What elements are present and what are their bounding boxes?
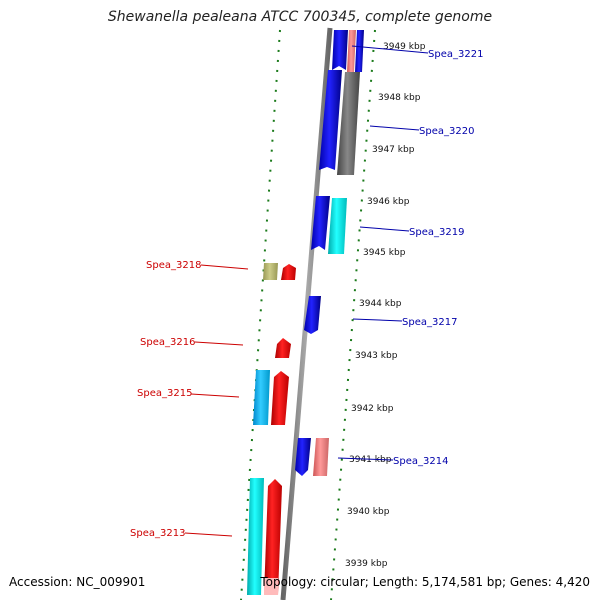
leader-line	[190, 393, 240, 398]
gene-label-spea-3220[interactable]: Spea_3220	[419, 126, 474, 137]
leader-line	[184, 532, 233, 537]
gene-spea-3216[interactable]	[275, 338, 291, 358]
kbp-label: 3946 kbp	[367, 197, 410, 207]
gene-spea-3213[interactable]	[264, 479, 282, 595]
gene-spea-3219-neighbor[interactable]	[328, 198, 347, 254]
gene-spea-3221-neighbor-b[interactable]	[355, 30, 364, 72]
accession-label: Accession: NC_009901	[9, 575, 146, 589]
gene-label-spea-3218[interactable]: Spea_3218	[146, 260, 201, 271]
gene-label-spea-3217[interactable]: Spea_3217	[402, 317, 457, 328]
leader-line	[337, 457, 394, 461]
kbp-label: 3940 kbp	[347, 507, 390, 517]
gene-label-spea-3213[interactable]: Spea_3213	[130, 528, 185, 539]
leader-line	[369, 125, 420, 131]
gene-spea-3214[interactable]	[295, 438, 311, 476]
forward-genes	[295, 30, 364, 476]
kbp-label: 3942 kbp	[351, 404, 394, 414]
gene-spea-3214-neighbor[interactable]	[313, 438, 329, 476]
gene-spea-3215[interactable]	[271, 371, 289, 425]
kbp-label: 3947 kbp	[372, 145, 415, 155]
gene-spea-3219[interactable]	[311, 196, 330, 250]
kbp-scale: 3949 kbp 3948 kbp 3947 kbp 3946 kbp 3945…	[345, 42, 426, 569]
gene-spea-3221[interactable]	[332, 30, 348, 70]
gene-label-spea-3219[interactable]: Spea_3219	[409, 227, 464, 238]
gene-label-spea-3216[interactable]: Spea_3216	[140, 337, 195, 348]
genome-summary: Topology: circular; Length: 5,174,581 bp…	[260, 575, 590, 589]
reverse-genes	[247, 263, 296, 595]
reverse-gene-labels: Spea_3218 Spea_3216 Spea_3215 Spea_3213	[130, 260, 249, 539]
leader-line	[194, 341, 244, 346]
leader-line	[351, 45, 429, 54]
leader-line	[359, 226, 410, 232]
gene-spea-3213-neighbor[interactable]	[247, 478, 264, 595]
gene-spea-3217[interactable]	[304, 296, 321, 334]
gene-label-spea-3221[interactable]: Spea_3221	[428, 49, 483, 60]
genome-title: Shewanella pealeana ATCC 700345, complet…	[107, 9, 493, 25]
kbp-label: 3945 kbp	[363, 248, 406, 258]
kbp-label: 3941 kbp	[349, 455, 392, 465]
kbp-label: 3944 kbp	[359, 299, 402, 309]
gene-spea-3215-neighbor[interactable]	[253, 370, 270, 425]
leader-line	[200, 264, 249, 270]
gene-spea-3220-neighbor[interactable]	[337, 72, 360, 175]
gene-spea-3220[interactable]	[319, 70, 342, 170]
kbp-label: 3943 kbp	[355, 351, 398, 361]
gene-spea-3221-neighbor[interactable]	[347, 30, 356, 72]
gene-label-spea-3214[interactable]: Spea_3214	[393, 456, 448, 467]
gene-label-spea-3215[interactable]: Spea_3215	[137, 388, 192, 399]
kbp-label: 3948 kbp	[378, 93, 421, 103]
gene-spea-3213-pink-tail	[264, 578, 278, 595]
leader-line	[352, 318, 403, 322]
forward-gene-labels: Spea_3221 Spea_3220 Spea_3219 Spea_3217 …	[337, 45, 483, 467]
kbp-label: 3949 kbp	[383, 42, 426, 52]
gene-spea-3218-neighbor[interactable]	[263, 263, 278, 280]
kbp-label: 3939 kbp	[345, 559, 388, 569]
gene-spea-3218[interactable]	[281, 264, 296, 280]
